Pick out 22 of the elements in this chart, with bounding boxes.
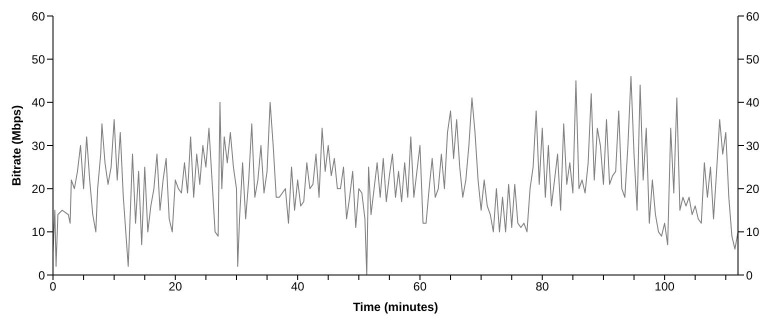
y2-tick-label: 10 [746, 225, 760, 240]
y2-tick-label: 60 [746, 9, 760, 24]
y2-tick-label: 0 [746, 268, 753, 282]
x-tick-label: 20 [168, 280, 182, 294]
x-tick-label: 40 [290, 280, 305, 294]
y-tick-label: 30 [32, 138, 46, 153]
y-tick-label: 40 [32, 96, 46, 110]
y2-tick-label: 30 [746, 138, 760, 153]
x-tick-label: 100 [654, 280, 675, 294]
x-tick-label: 0 [50, 280, 57, 294]
y-tick-label: 60 [32, 9, 46, 24]
y2-tick-label: 20 [746, 182, 760, 196]
y-tick-label: 50 [32, 52, 46, 66]
y-axis-title: Bitrate (Mbps) [9, 105, 24, 186]
y2-tick-label: 50 [746, 52, 760, 66]
y2-tick-label: 40 [746, 96, 760, 110]
x-tick-label: 80 [536, 280, 550, 294]
y-tick-label: 20 [32, 182, 46, 196]
y-tick-label: 10 [32, 225, 46, 240]
x-tick-label: 60 [413, 280, 427, 294]
y-tick-label: 0 [38, 268, 46, 282]
x-axis-title: Time (minutes) [352, 300, 438, 314]
